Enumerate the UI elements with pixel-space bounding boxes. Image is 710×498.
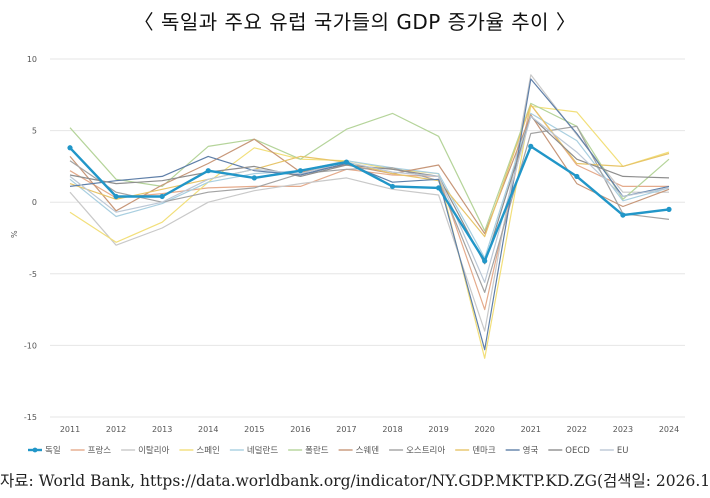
legend-label: EU xyxy=(617,446,629,456)
x-tick-label: 2018 xyxy=(382,425,402,434)
series-line-영국 xyxy=(69,78,670,351)
legend: 독일 프랑스 이탈리아 스페인 네덜란드 폴란드 스웨덴 오스트리아 덴마크 영국 OECD EU xyxy=(28,445,628,456)
data-point-독일 xyxy=(528,143,534,149)
legend-label: 스페인 xyxy=(196,445,219,456)
data-point-독일 xyxy=(297,168,303,174)
x-tick-label: 2017 xyxy=(336,425,356,434)
data-point-독일 xyxy=(159,193,165,200)
y-tick-label: 10 xyxy=(27,55,37,64)
y-tick-label: -5 xyxy=(29,270,37,279)
legend-label: 프랑스 xyxy=(88,445,112,456)
x-tick-label: 2024 xyxy=(659,425,679,434)
x-tick-label: 2014 xyxy=(198,425,218,434)
y-tick-label: -15 xyxy=(24,413,37,422)
x-tick-label: 2011 xyxy=(60,425,80,434)
series-line-프랑스 xyxy=(69,104,669,311)
y-tick-label: -10 xyxy=(24,341,37,350)
data-point-독일 xyxy=(666,206,672,212)
legend-label: 폴란드 xyxy=(305,445,329,456)
y-tick-label: 5 xyxy=(32,127,37,136)
x-tick-label: 2020 xyxy=(475,425,495,434)
chart-title: 〈 독일과 주요 유럽 국가들의 GDP 증가율 추이 〉 xyxy=(133,10,577,34)
y-axis-label: % xyxy=(10,230,19,238)
legend-label: 독일 xyxy=(45,446,61,456)
x-tick-label: 2022 xyxy=(567,425,587,434)
legend-label: 영국 xyxy=(523,445,539,456)
series-line-오스트리아 xyxy=(69,125,670,293)
series-lines xyxy=(67,74,672,359)
legend-marker xyxy=(32,447,38,453)
data-point-독일 xyxy=(343,159,350,165)
legend-label: 네덜란드 xyxy=(247,445,278,456)
x-tick-label: 2019 xyxy=(428,425,448,434)
x-tick-label: 2023 xyxy=(613,425,633,434)
source-note: 자료: World Bank, https://data.worldbank.o… xyxy=(0,472,710,490)
x-tick-label: 2016 xyxy=(290,425,310,434)
series-line-스페인 xyxy=(69,105,670,359)
series-line-독일 xyxy=(69,145,670,263)
data-point-독일 xyxy=(251,175,257,181)
series-line-덴마크 xyxy=(69,104,670,238)
x-axis: 2011 2012 2013 2014 2015 2016 2017 2018 2019 2020… xyxy=(60,425,679,434)
x-tick-label: 2021 xyxy=(521,425,541,434)
data-point-독일 xyxy=(113,193,119,200)
legend-label: 스웨덴 xyxy=(356,445,380,456)
legend-label: OECD xyxy=(565,446,590,456)
grid-lines xyxy=(50,58,685,418)
legend-label: 이탈리아 xyxy=(138,445,169,456)
x-tick-label: 2012 xyxy=(106,425,126,434)
data-point-독일 xyxy=(482,258,488,264)
legend-label: 오스트리아 xyxy=(406,445,445,456)
series-line-EU xyxy=(69,115,670,283)
data-point-독일 xyxy=(436,185,442,191)
y-tick-label: 0 xyxy=(32,198,37,207)
data-point-독일 xyxy=(620,212,626,218)
data-point-독일 xyxy=(67,145,73,151)
data-point-독일 xyxy=(574,173,580,180)
data-point-독일 xyxy=(389,183,396,190)
x-tick-label: 2013 xyxy=(152,425,172,434)
x-tick-label: 2015 xyxy=(244,425,264,434)
data-point-독일 xyxy=(205,168,211,174)
y-axis: 10 5 0 -5 -10 -15 xyxy=(24,55,37,422)
legend-label: 덴마크 xyxy=(472,446,496,456)
